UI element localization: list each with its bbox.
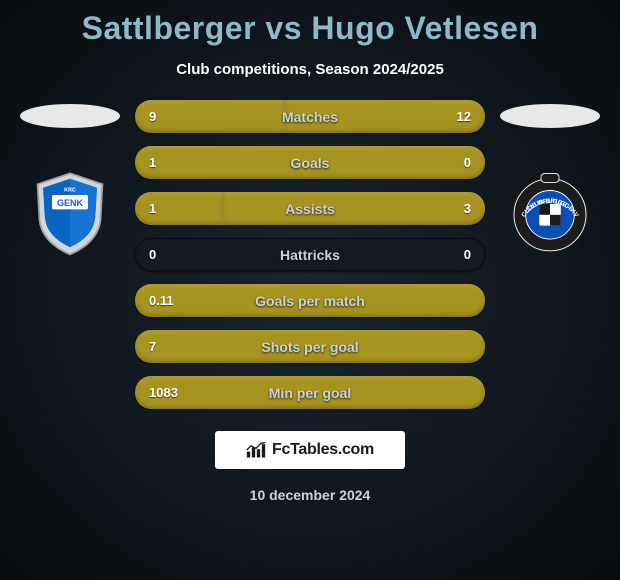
stat-label: Assists	[285, 201, 335, 217]
stat-fill-left	[135, 100, 285, 133]
right-player-column: CLUB BRUGGE CLUB BRUGGE · KV	[495, 100, 605, 258]
stat-bar: 1083 Min per goal	[135, 376, 485, 409]
svg-text:KRC: KRC	[64, 187, 76, 193]
genk-shield-icon: GENK KRC	[25, 168, 115, 258]
stat-left-value: 1	[149, 155, 156, 170]
stat-right-value: 3	[464, 201, 471, 216]
right-player-avatar	[500, 104, 600, 128]
stat-bar: 1 Assists 3	[135, 192, 485, 225]
right-club-badge: CLUB BRUGGE CLUB BRUGGE · KV	[505, 168, 595, 258]
stat-bar: 0.11 Goals per match	[135, 284, 485, 317]
bar-chart-icon	[246, 441, 266, 459]
stat-label: Hattricks	[280, 247, 340, 263]
stat-left-value: 1	[149, 201, 156, 216]
left-player-column: GENK KRC	[15, 100, 125, 258]
stat-bar: 9 Matches 12	[135, 100, 485, 133]
season-subtitle: Club competitions, Season 2024/2025	[0, 61, 620, 78]
stat-fill-right	[223, 192, 486, 225]
stat-label: Min per goal	[269, 385, 351, 401]
comparison-body: GENK KRC 9 Matches 12 1 Goals 0 1 Assists 3 0 Hatt…	[0, 100, 620, 409]
stat-bar: 7 Shots per goal	[135, 330, 485, 363]
footer-date: 10 december 2024	[0, 487, 620, 503]
stat-bar: 1 Goals 0	[135, 146, 485, 179]
svg-text:GENK: GENK	[57, 198, 84, 208]
stat-left-value: 7	[149, 339, 156, 354]
stat-right-value: 0	[464, 247, 471, 262]
stat-left-value: 0	[149, 247, 156, 262]
stat-bar: 0 Hattricks 0	[135, 238, 485, 271]
stat-label: Matches	[282, 109, 338, 125]
comparison-title: Sattlberger vs Hugo Vetlesen	[0, 0, 620, 47]
stat-left-value: 9	[149, 109, 156, 124]
stat-right-value: 12	[457, 109, 471, 124]
brand-badge[interactable]: FcTables.com	[215, 431, 405, 469]
stats-list: 9 Matches 12 1 Goals 0 1 Assists 3 0 Hattricks 0 0.1…	[135, 100, 485, 409]
stat-label: Goals per match	[255, 293, 365, 309]
stat-label: Goals	[291, 155, 330, 171]
stat-label: Shots per goal	[261, 339, 358, 355]
stat-left-value: 1083	[149, 385, 178, 400]
stat-left-value: 0.11	[149, 293, 174, 308]
brand-text: FcTables.com	[272, 441, 374, 459]
left-club-badge: GENK KRC	[25, 168, 115, 258]
left-player-avatar	[20, 104, 120, 128]
brugge-badge-icon: CLUB BRUGGE CLUB BRUGGE · KV	[505, 168, 595, 258]
stat-right-value: 0	[464, 155, 471, 170]
